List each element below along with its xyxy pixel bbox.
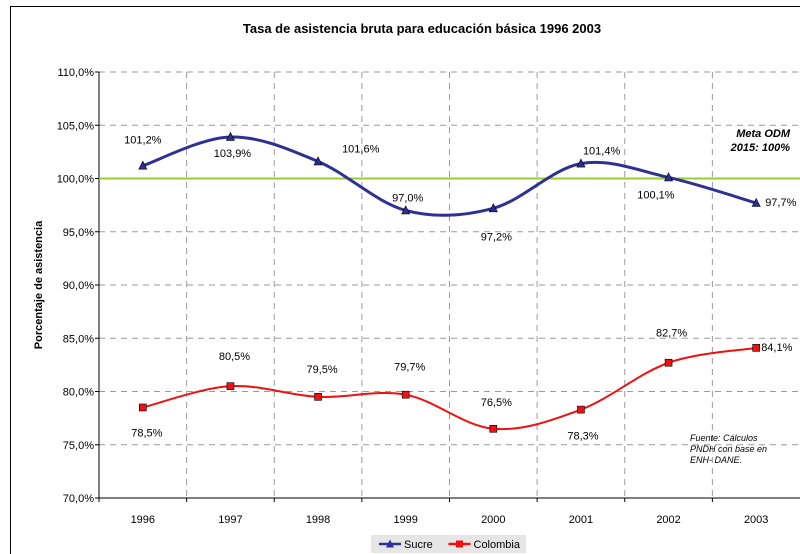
data-labels: 101,2% 103,9% 101,6% 97,0% 97,2% 101,4% 100,1%… xyxy=(124,135,796,443)
sucre-data-label: 103,9% xyxy=(214,148,252,160)
y-tick-label: 90,0% xyxy=(63,280,94,292)
colombia-data-label: 79,5% xyxy=(306,364,337,376)
y-tick-label: 85,0% xyxy=(63,333,94,345)
sucre-marker xyxy=(313,156,323,166)
colombia-data-label: 82,7% xyxy=(656,328,687,340)
sucre-marker xyxy=(488,203,498,213)
colombia-legend-marker xyxy=(456,540,463,548)
colombia-data-label: 78,3% xyxy=(567,431,598,443)
colombia-marker xyxy=(139,403,147,412)
colombia-marker xyxy=(577,405,585,414)
y-tick-label: 95,0% xyxy=(63,227,94,239)
sucre-data-label: 101,2% xyxy=(124,135,162,147)
x-tick-label: 1998 xyxy=(306,514,330,526)
colombia-marker xyxy=(314,393,322,401)
legend: Sucre Colombia xyxy=(371,535,526,553)
colombia-data-label: 78,5% xyxy=(131,427,162,439)
colombia-legend-label: Colombia xyxy=(474,539,521,551)
reference-line-label: 2015: 100% xyxy=(730,142,791,154)
colombia-marker xyxy=(226,382,235,390)
sucre-marker xyxy=(225,131,235,141)
chart-title: Tasa de asistencia bruta para educación … xyxy=(243,21,601,36)
sucre-data-label: 97,0% xyxy=(392,192,423,204)
y-tick-label: 70,0% xyxy=(63,493,94,505)
sucre-marker xyxy=(751,197,761,207)
source-note-line: ENH- DANE. xyxy=(690,455,742,465)
colombia-data-label: 84,1% xyxy=(761,342,792,354)
axes: 70,0% 75,0% 80,0% 85,0% 90,0% 95,0% 100,0% 105,… xyxy=(57,67,800,526)
sucre-data-label: 97,7% xyxy=(765,197,796,209)
sucre-data-label: 101,4% xyxy=(583,146,621,158)
y-tick-label: 80,0% xyxy=(63,387,94,399)
sucre-marker xyxy=(138,160,148,170)
x-tick-label: 2002 xyxy=(656,514,680,526)
x-tick-label: 1999 xyxy=(393,514,417,526)
y-tick-label: 100,0% xyxy=(57,174,95,186)
colombia-marker xyxy=(489,424,498,433)
sucre-marker xyxy=(401,205,411,215)
reference-line-label: Meta ODM xyxy=(736,128,791,140)
colombia-marker xyxy=(664,358,673,367)
source-note-line: Fuente: Cálculos xyxy=(690,433,758,443)
source-note-line: PNDH con base en xyxy=(690,444,767,454)
sucre-data-label: 100,1% xyxy=(637,189,675,201)
colombia-data-label: 76,5% xyxy=(481,397,512,409)
sucre-marker xyxy=(664,172,674,182)
x-tick-label: 1997 xyxy=(218,514,242,526)
series-group xyxy=(138,131,761,433)
y-axis-label: Porcentaje de asistencia xyxy=(33,220,45,349)
colombia-marker xyxy=(401,390,410,399)
colombia-data-label: 80,5% xyxy=(219,351,250,363)
x-tick-label: 2001 xyxy=(569,514,593,526)
y-tick-label: 105,0% xyxy=(57,120,95,132)
reference-line-group: Meta ODM 2015: 100% xyxy=(99,128,800,180)
x-tick-label: 2003 xyxy=(744,514,768,526)
colombia-line xyxy=(142,346,757,431)
sucre-legend-label: Sucre xyxy=(404,539,433,551)
sucre-data-label: 101,6% xyxy=(342,143,380,155)
x-tick-label: 1996 xyxy=(131,514,155,526)
x-tick-label: 2000 xyxy=(481,514,505,526)
sucre-line xyxy=(142,135,757,217)
sucre-data-label: 97,2% xyxy=(481,231,512,243)
colombia-marker xyxy=(752,344,760,352)
y-tick-label: 110,0% xyxy=(58,67,95,79)
y-tick-label: 75,0% xyxy=(63,440,94,452)
sucre-legend-marker xyxy=(386,539,394,548)
chart-frame xyxy=(10,6,800,554)
colombia-data-label: 79,7% xyxy=(394,362,425,374)
sucre-marker xyxy=(576,158,586,168)
